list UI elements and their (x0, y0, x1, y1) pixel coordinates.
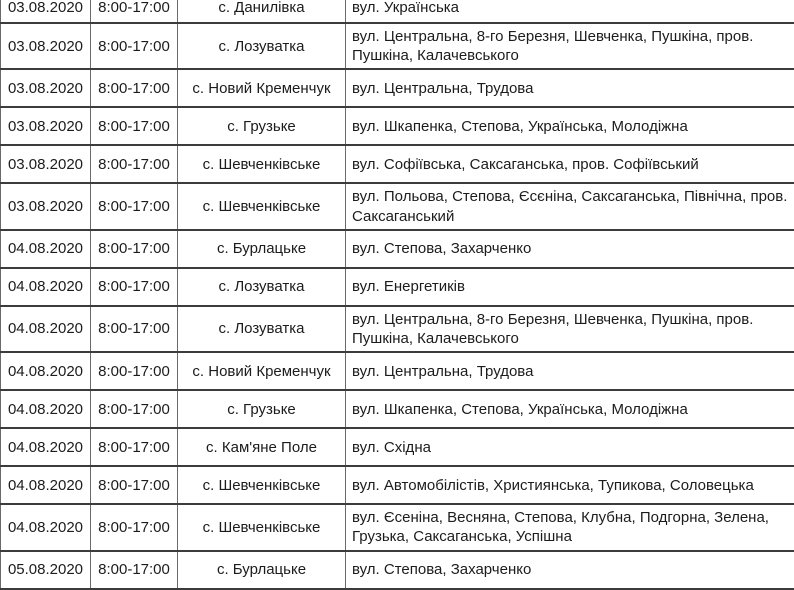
village-name-cell: с. Грузьке (178, 390, 346, 428)
outage-time-cell: 8:00-17:00 (91, 0, 178, 23)
outage-time-cell: 8:00-17:00 (91, 23, 178, 69)
village-name-cell: с. Шевченківське (178, 183, 346, 229)
outage-time-cell: 8:00-17:00 (91, 390, 178, 428)
street-list-cell: вул. Енергетиків (346, 268, 794, 306)
street-list-cell: вул. Автомобілістів, Християнська, Тупик… (346, 466, 794, 504)
village-name-cell: с. Шевченківське (178, 466, 346, 504)
table-row: 03.08.2020 8:00-17:00 с. Шевченківське в… (1, 145, 794, 183)
street-list-cell: вул. Степова, Захарченко (346, 230, 794, 268)
street-list-cell: вул. Софіївська, Саксаганська, пров. Соф… (346, 145, 794, 183)
village-name-cell: с. Лозуватка (178, 23, 346, 69)
street-list-cell: вул. Центральна, 8-го Березня, Шевченка,… (346, 23, 794, 69)
outage-time-cell: 8:00-17:00 (91, 107, 178, 145)
table-row: 03.08.2020 8:00-17:00 с. Новий Кременчук… (1, 69, 794, 107)
table-row: 03.08.2020 8:00-17:00 с. Шевченківське в… (1, 183, 794, 229)
outage-time-cell: 8:00-17:00 (91, 551, 178, 589)
street-list-cell: вул. Східна (346, 428, 794, 466)
village-name-cell: с. Кам'яне Поле (178, 428, 346, 466)
village-name-cell: с. Шевченківське (178, 504, 346, 550)
village-name-cell: с. Новий Кременчук (178, 352, 346, 390)
village-name-cell: с. Лозуватка (178, 268, 346, 306)
outage-date-cell: 05.08.2020 (1, 551, 91, 589)
street-list-cell: вул. Центральна, Трудова (346, 352, 794, 390)
street-list-cell: вул. Шкапенка, Степова, Українська, Моло… (346, 107, 794, 145)
outage-time-cell: 8:00-17:00 (91, 145, 178, 183)
outage-date-cell: 04.08.2020 (1, 466, 91, 504)
street-list-cell: вул. Степова, Захарченко (346, 551, 794, 589)
outage-date-cell: 03.08.2020 (1, 145, 91, 183)
table-row: 04.08.2020 8:00-17:00 с. Новий Кременчук… (1, 352, 794, 390)
outage-date-cell: 04.08.2020 (1, 504, 91, 550)
village-name-cell: с. Лозуватка (178, 306, 346, 352)
outage-date-cell: 04.08.2020 (1, 352, 91, 390)
table-row: 04.08.2020 8:00-17:00 с. Шевченківське в… (1, 504, 794, 550)
outage-time-cell: 8:00-17:00 (91, 183, 178, 229)
street-list-cell: вул. Центральна, 8-го Березня, Шевченка,… (346, 306, 794, 352)
outage-date-cell: 03.08.2020 (1, 0, 91, 23)
table-row: 03.08.2020 8:00-17:00 с. Грузьке вул. Шк… (1, 107, 794, 145)
outage-time-cell: 8:00-17:00 (91, 268, 178, 306)
village-name-cell: с. Шевченківське (178, 145, 346, 183)
street-list-cell: вул. Українська (346, 0, 794, 23)
table-row: 04.08.2020 8:00-17:00 с. Лозуватка вул. … (1, 306, 794, 352)
outage-time-cell: 8:00-17:00 (91, 428, 178, 466)
village-name-cell: с. Новий Кременчук (178, 69, 346, 107)
table-row: 04.08.2020 8:00-17:00 с. Шевченківське в… (1, 466, 794, 504)
outage-time-cell: 8:00-17:00 (91, 69, 178, 107)
outage-date-cell: 04.08.2020 (1, 390, 91, 428)
street-list-cell: вул. Єсеніна, Весняна, Степова, Клубна, … (346, 504, 794, 550)
outage-date-cell: 04.08.2020 (1, 306, 91, 352)
table-row: 05.08.2020 8:00-17:00 с. Бурлацьке вул. … (1, 551, 794, 589)
street-list-cell: вул. Центральна, Трудова (346, 69, 794, 107)
table-row: 04.08.2020 8:00-17:00 с. Бурлацьке вул. … (1, 230, 794, 268)
outage-date-cell: 04.08.2020 (1, 268, 91, 306)
outage-time-cell: 8:00-17:00 (91, 352, 178, 390)
village-name-cell: с. Грузьке (178, 107, 346, 145)
outage-date-cell: 03.08.2020 (1, 69, 91, 107)
table-row: 03.08.2020 8:00-17:00 с. Лозуватка вул. … (1, 23, 794, 69)
street-list-cell: вул. Шкапенка, Степова, Українська, Моло… (346, 390, 794, 428)
table-row: 04.08.2020 8:00-17:00 с. Лозуватка вул. … (1, 268, 794, 306)
table-row: 03.08.2020 8:00-17:00 с. Данилівка вул. … (1, 0, 794, 23)
outage-time-cell: 8:00-17:00 (91, 230, 178, 268)
outage-date-cell: 04.08.2020 (1, 230, 91, 268)
outage-time-cell: 8:00-17:00 (91, 306, 178, 352)
street-list-cell: вул. Польова, Степова, Єсєніна, Саксаган… (346, 183, 794, 229)
village-name-cell: с. Бурлацьке (178, 230, 346, 268)
village-name-cell: с. Бурлацьке (178, 551, 346, 589)
village-name-cell: с. Данилівка (178, 0, 346, 23)
outage-date-cell: 03.08.2020 (1, 23, 91, 69)
outage-date-cell: 03.08.2020 (1, 107, 91, 145)
outage-time-cell: 8:00-17:00 (91, 504, 178, 550)
table-row: 04.08.2020 8:00-17:00 с. Грузьке вул. Шк… (1, 390, 794, 428)
table-row: 04.08.2020 8:00-17:00 с. Кам'яне Поле ву… (1, 428, 794, 466)
outage-date-cell: 04.08.2020 (1, 428, 91, 466)
outage-time-cell: 8:00-17:00 (91, 466, 178, 504)
outage-date-cell: 03.08.2020 (1, 183, 91, 229)
